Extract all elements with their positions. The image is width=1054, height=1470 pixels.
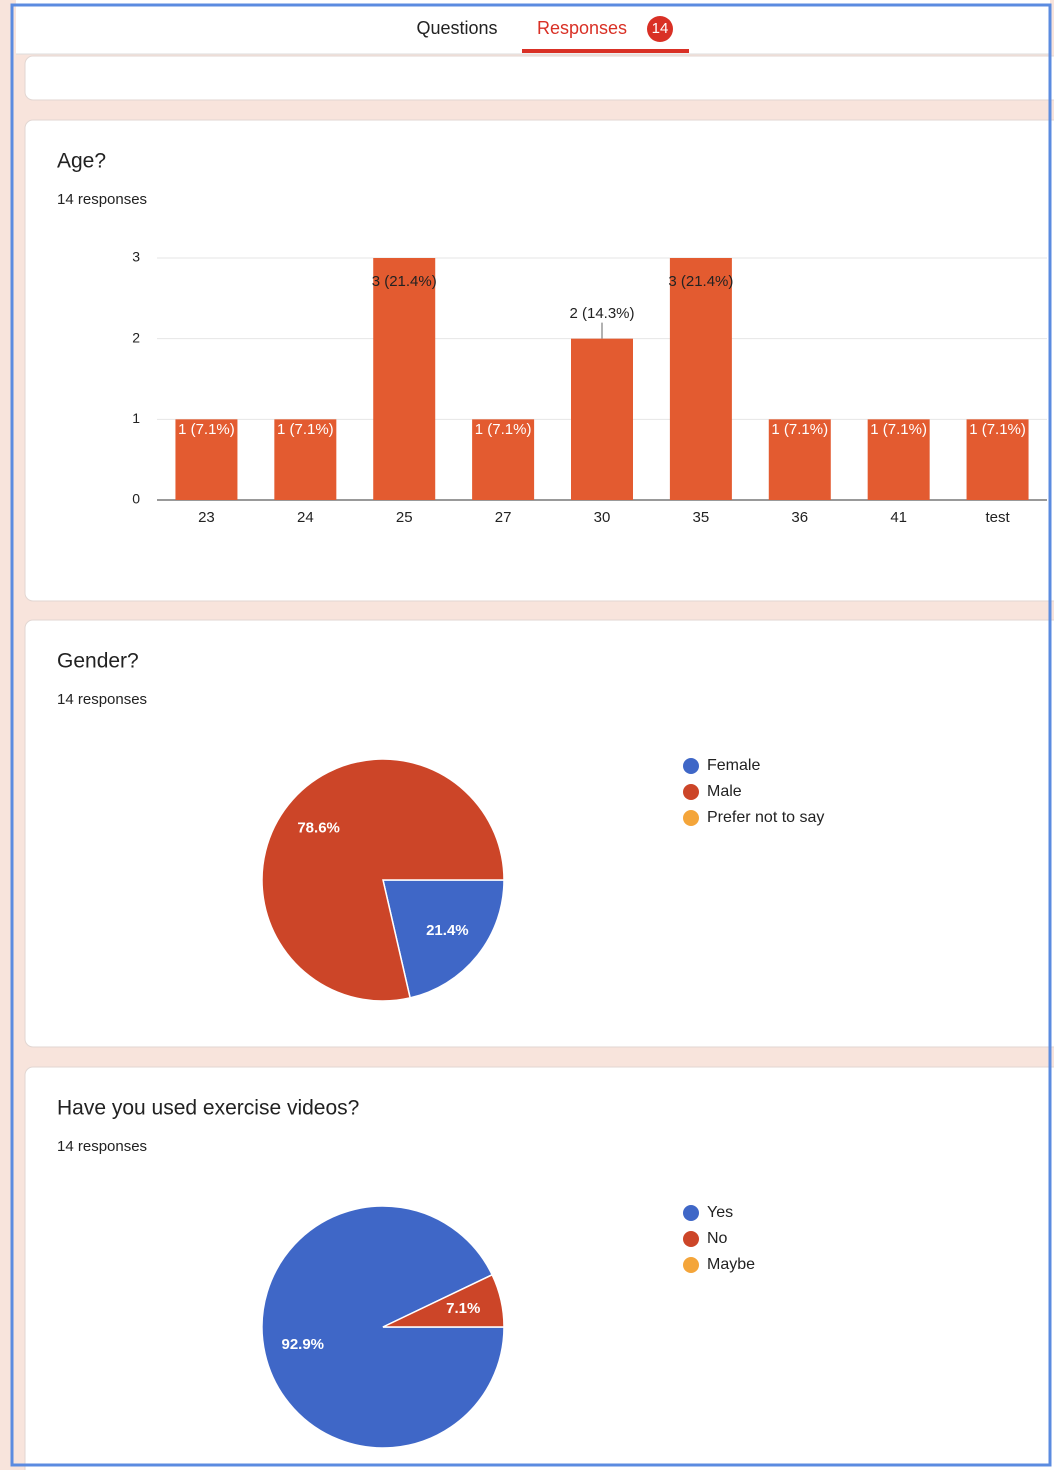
response-count: 14 responses [57, 191, 147, 208]
value-label-box: 1 (7.1%) [474, 421, 532, 439]
legend-swatch [683, 784, 699, 800]
response-count: 14 responses [57, 1138, 147, 1155]
value-label: 2 (14.3%) [569, 304, 635, 322]
x-tick-label: 30 [594, 509, 611, 526]
y-tick-label: 2 [132, 329, 140, 345]
x-tick-label: 41 [890, 509, 907, 526]
value-label-box: 1 (7.1%) [178, 421, 235, 439]
badge [647, 16, 673, 42]
x-tick-label: test [985, 509, 1010, 526]
x-tick-label: 23 [198, 509, 215, 526]
tab[interactable]: Questions [416, 18, 497, 38]
x-tick-label: 35 [693, 509, 710, 526]
value-label-box: 1 (7.1%) [771, 421, 829, 439]
pie-label: 7.1% [446, 1300, 480, 1317]
y-tick-label: 0 [132, 491, 140, 507]
legend-label: Maybe [707, 1256, 755, 1273]
value-label: 1 (7.1%) [178, 421, 235, 439]
x-tick-label: 24 [297, 509, 314, 526]
legend-label: Female [707, 757, 760, 774]
legend-swatch [683, 1205, 699, 1221]
value-label: 3 (21.4%) [371, 273, 437, 290]
value-label-box: 3 (21.4%) [668, 273, 734, 290]
card [24, 619, 1054, 1048]
pie-label: 21.4% [426, 922, 469, 939]
bar [669, 258, 732, 500]
question-title: Gender? [57, 650, 139, 673]
x-tick-label: 25 [396, 509, 413, 526]
legend-swatch [683, 1257, 699, 1273]
legend-swatch [683, 810, 699, 826]
legend-swatch [683, 1231, 699, 1247]
legend-label: Male [707, 783, 742, 800]
bar [175, 419, 238, 500]
bar [274, 419, 337, 500]
value-label-box: 3 (21.4%) [371, 273, 437, 290]
value-label-box: 1 (7.1%) [969, 421, 1026, 439]
bar [966, 419, 1029, 500]
bar [867, 419, 930, 500]
top-bar [16, 0, 1050, 54]
card [24, 1066, 1054, 1470]
pie-slice [261, 758, 505, 1002]
question-title: Age? [57, 150, 106, 173]
bar [571, 338, 633, 500]
pie-slice [382, 879, 505, 999]
bar [768, 419, 831, 500]
value-label: 1 (7.1%) [969, 421, 1026, 439]
x-tick-label: 36 [791, 509, 808, 526]
value-label-box: 1 (7.1%) [870, 421, 927, 439]
response-count: 14 responses [57, 691, 147, 708]
question-title: Have you used exercise videos? [57, 1097, 359, 1120]
value-label-box: 2 (14.3%) [569, 304, 635, 322]
badge-count: 14 [652, 20, 669, 37]
x-tick-label: 27 [495, 509, 512, 526]
value-label: 1 (7.1%) [474, 421, 532, 439]
legend-label: No [707, 1230, 728, 1247]
card [24, 119, 1054, 602]
tab-underline [522, 49, 689, 53]
bar [472, 419, 535, 500]
bar [373, 258, 436, 500]
y-tick-label: 1 [132, 410, 140, 426]
value-label-box: 1 (7.1%) [276, 421, 334, 439]
value-label: 3 (21.4%) [668, 273, 734, 290]
pie-label: 78.6% [297, 820, 340, 837]
y-tick-label: 3 [132, 249, 140, 265]
value-label: 1 (7.1%) [771, 421, 829, 439]
pie-slice [382, 1273, 505, 1328]
card-partial [24, 55, 1054, 101]
value-label: 1 (7.1%) [276, 421, 334, 439]
tab-active[interactable]: Responses [537, 18, 627, 38]
pie-label: 92.9% [281, 1336, 324, 1353]
selection-frame [10, 3, 1052, 1467]
legend-swatch [683, 758, 699, 774]
legend-label: Prefer not to say [707, 809, 824, 826]
legend-label: Yes [707, 1204, 733, 1221]
value-label: 1 (7.1%) [870, 421, 927, 439]
